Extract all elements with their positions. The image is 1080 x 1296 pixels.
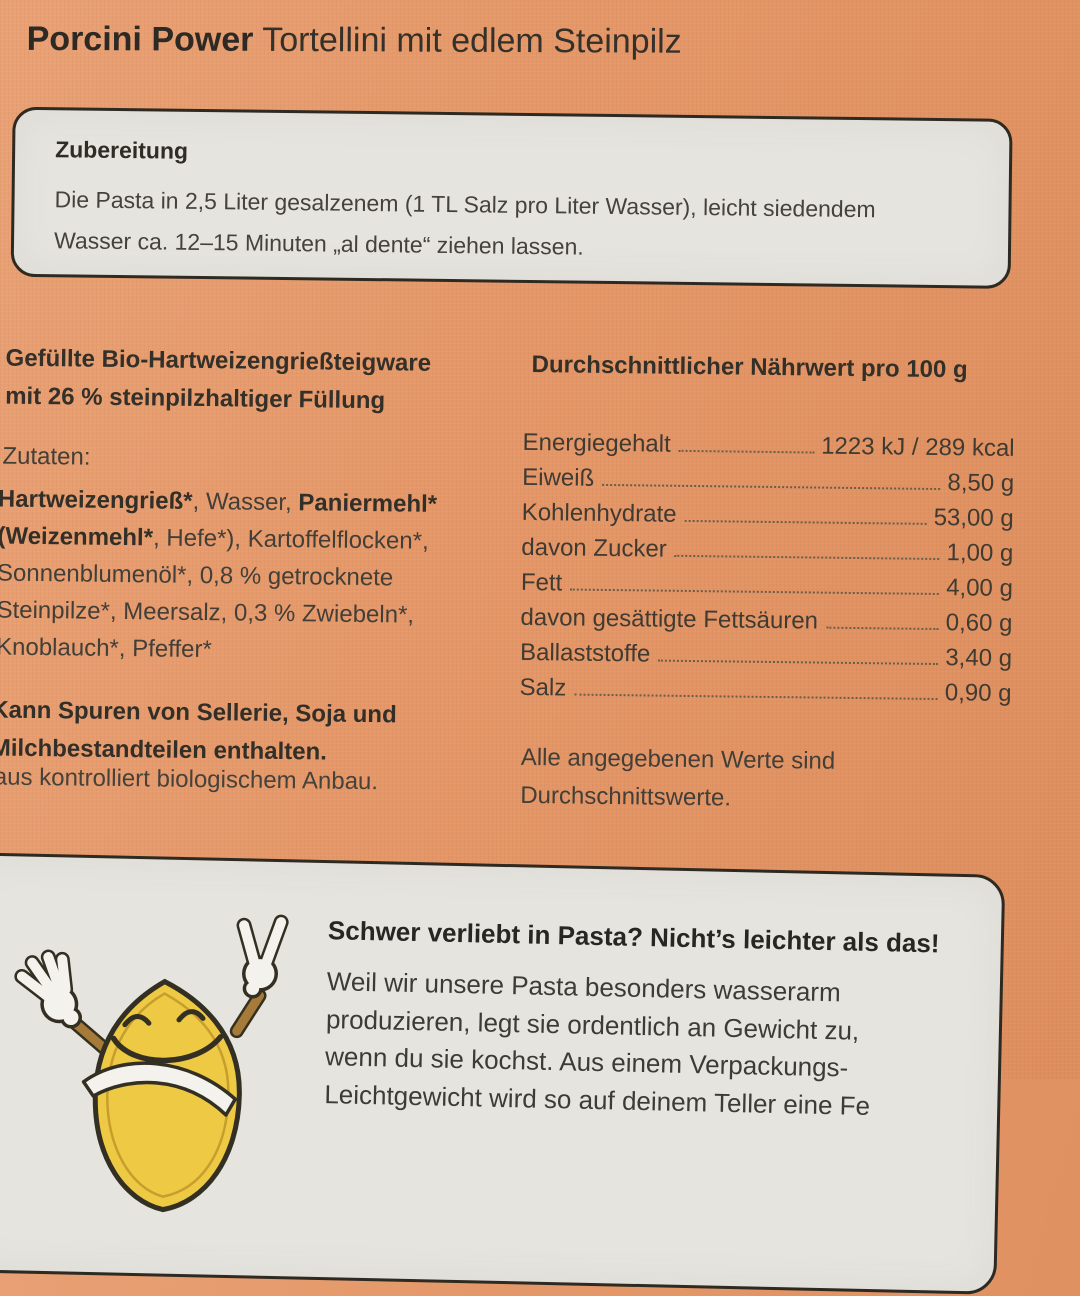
- nutrient-value: 53,00 g: [933, 503, 1014, 532]
- nutrient-value: 1,00 g: [946, 539, 1014, 567]
- nutrition-footnote: Alle angegebenen Werte sind Durchschnitts…: [520, 739, 961, 820]
- nutrient-value: 8,50 g: [947, 469, 1015, 497]
- ingredient-text: Steinpilze*, Meersalz, 0,3 % Zwiebeln*,: [0, 596, 415, 629]
- ingredients-label: Zutaten:: [2, 442, 91, 471]
- pasta-info-heading: Schwer verliebt in Pasta? Nicht’s leicht…: [327, 915, 940, 959]
- pasta-info-panel: Schwer verliebt in Pasta? Nicht’s leicht…: [0, 852, 1006, 1295]
- nutrient-value: 3,40 g: [945, 644, 1013, 672]
- dotted-leader: [825, 626, 939, 631]
- ingredient-text: , Hefe*), Kartoffelflocken*,: [152, 524, 429, 555]
- product-name: Tortellini mit edlem Steinpilz: [262, 20, 682, 61]
- dotted-leader: [684, 519, 927, 525]
- nutrient-label: davon gesättigte Fettsäuren: [520, 603, 819, 635]
- nutrient-label: Energiegehalt: [522, 428, 671, 458]
- ingredient-text: Knoblauch*, Pfeffer*: [0, 633, 212, 664]
- text-line: Sonnenblumenöl*, 0,8 % getrocknete: [0, 555, 477, 598]
- preparation-panel: Zubereitung Die Pasta in 2,5 Liter gesal…: [10, 106, 1013, 289]
- nutrition-row: Eiweiß 8,50 g: [522, 457, 1014, 498]
- text-line: Steinpilze*, Meersalz, 0,3 % Zwiebeln*,: [0, 592, 477, 635]
- nutrient-label: Fett: [520, 568, 563, 597]
- text-line: (Weizenmehl*, Hefe*), Kartoffelflocken*,: [0, 518, 478, 561]
- nutrition-row: Ballaststoffe 3,40 g: [520, 632, 1012, 673]
- ingredient-bold: (Weizenmehl*: [0, 522, 154, 552]
- brand-name: Porcini Power: [26, 19, 254, 59]
- dotted-leader: [574, 693, 938, 701]
- nutrition-row: Kohlenhydrate 53,00 g: [522, 492, 1014, 533]
- text-line: Durchschnittswerte.: [520, 781, 732, 812]
- pasta-info-text: Weil wir unsere Pasta besonders wasserar…: [324, 963, 947, 1126]
- nutrition-heading: Durchschnittlicher Nährwert pro 100 g: [531, 351, 968, 384]
- nutrient-label: davon Zucker: [521, 533, 667, 563]
- nutrition-row: Salz 0,90 g: [519, 667, 1011, 708]
- nutrition-row: Fett 4,00 g: [521, 562, 1013, 603]
- ingredient-bold: Paniermehl*: [298, 489, 438, 518]
- ingredient-bold: Hartweizengrieß*: [0, 485, 193, 515]
- tortellini-mascot-icon: [14, 914, 289, 1213]
- organic-note: *aus kontrolliert biologischem Anbau.: [0, 763, 379, 796]
- nutrient-value: 0,60 g: [945, 609, 1013, 637]
- dotted-leader: [678, 449, 815, 454]
- dotted-leader: [658, 659, 939, 666]
- nutrient-label: Salz: [519, 673, 567, 702]
- nutrient-value: 1223 kJ / 289 kcal: [820, 432, 1015, 462]
- dotted-leader: [602, 483, 941, 491]
- dotted-leader: [570, 588, 940, 596]
- preparation-heading: Zubereitung: [55, 136, 189, 164]
- nutrition-table: Energiegehalt 1223 kJ / 289 kcal Eiweiß 8,5…: [519, 422, 1014, 708]
- nutrition-row: davon Zucker 1,00 g: [521, 527, 1013, 568]
- ingredient-text: , Wasser,: [192, 487, 299, 517]
- nutrition-row: Energiegehalt 1223 kJ / 289 kcal: [522, 422, 1014, 463]
- nutrition-row: davon gesättigte Fettsäuren 0,60 g: [520, 597, 1012, 638]
- nutrient-label: Ballaststoffe: [519, 638, 651, 668]
- product-description: Gefüllte Bio-Hartweizengrießteigware mit …: [5, 340, 476, 422]
- text-line: Alle angegebenen Werte sind: [520, 743, 836, 775]
- package-label: Porcini Power Tortellini mit edlem Stein…: [0, 20, 1015, 1295]
- text-line: Gefüllte Bio-Hartweizengrießteigware: [5, 344, 432, 377]
- preparation-text: Die Pasta in 2,5 Liter gesalzenem (1 TL …: [54, 179, 969, 272]
- nutrient-label: Kohlenhydrate: [521, 498, 677, 528]
- nutrient-label: Eiweiß: [522, 463, 595, 492]
- ingredients-list: Hartweizengrieß*, Wasser, Paniermehl* (We…: [0, 481, 478, 672]
- text-line: Knoblauch*, Pfeffer*: [0, 629, 476, 672]
- dotted-leader: [674, 554, 940, 561]
- text-line: Kann Spuren von Sellerie, Soja und: [0, 696, 397, 729]
- ingredient-text: Sonnenblumenöl*, 0,8 % getrocknete: [0, 559, 394, 592]
- text-line: Hartweizengrieß*, Wasser, Paniermehl*: [0, 481, 478, 524]
- nutrient-value: 4,00 g: [945, 574, 1014, 602]
- allergen-notice: Kann Spuren von Sellerie, Soja und Milchb…: [0, 691, 462, 773]
- package-title: Porcini Power Tortellini mit edlem Stein…: [27, 20, 682, 62]
- text-line: mit 26 % steinpilzhaltiger Füllung: [4, 382, 386, 415]
- nutrient-value: 0,90 g: [944, 679, 1012, 707]
